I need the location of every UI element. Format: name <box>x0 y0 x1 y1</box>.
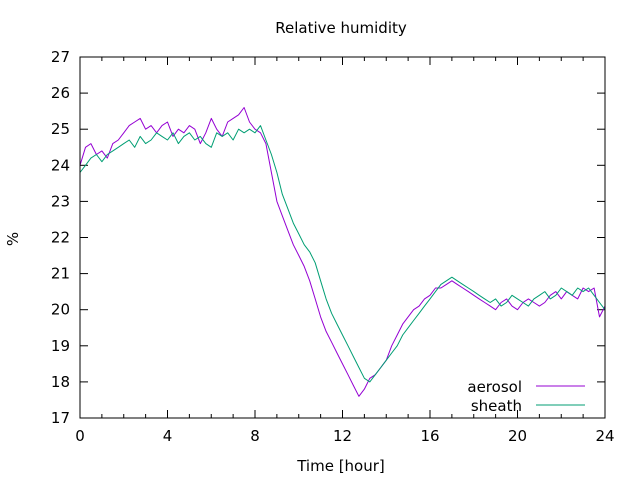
x-tick-label: 8 <box>250 427 260 445</box>
y-tick-label: 25 <box>51 120 70 138</box>
legend-label-aerosol: aerosol <box>467 378 522 396</box>
y-axis-label: % <box>4 232 22 246</box>
x-tick-label: 4 <box>163 427 173 445</box>
ticks-layer: 17 18 19 20 21 22 23 24 25 26 27 0 4 8 12 16 20 24 <box>51 48 615 445</box>
series-line-aerosol <box>79 107 606 397</box>
series-line-sheath <box>79 125 606 383</box>
plot-frame <box>79 56 606 419</box>
series-layer <box>79 107 606 397</box>
y-tick-label: 18 <box>51 373 70 391</box>
y-tick-label: 23 <box>51 192 70 210</box>
y-tick-label: 20 <box>51 301 70 319</box>
x-tick-label: 24 <box>595 427 614 445</box>
y-tick-label: 22 <box>51 229 70 247</box>
legend: aerosol sheath <box>467 378 585 415</box>
x-tick-label: 20 <box>508 427 527 445</box>
x-tick-label: 0 <box>75 427 85 445</box>
x-tick-label: 12 <box>333 427 352 445</box>
y-tick-label: 17 <box>51 409 70 427</box>
y-tick-label: 21 <box>51 265 70 283</box>
legend-label-sheath: sheath <box>471 397 522 415</box>
y-tick-label: 19 <box>51 337 70 355</box>
x-axis-label: Time [hour] <box>296 457 385 475</box>
chart-title: Relative humidity <box>275 19 407 37</box>
x-tick-label: 16 <box>420 427 439 445</box>
y-tick-label: 26 <box>51 84 70 102</box>
y-tick-label: 27 <box>51 48 70 66</box>
y-tick-label: 24 <box>51 156 70 174</box>
